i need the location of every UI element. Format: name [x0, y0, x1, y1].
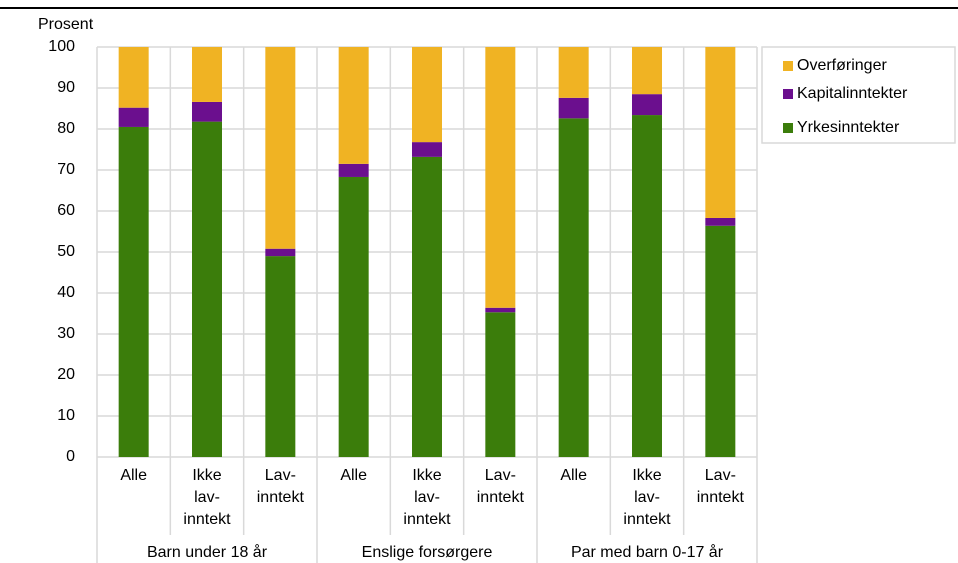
group-label: Barn under 18 år	[147, 543, 268, 561]
bar-segment	[558, 118, 589, 457]
y-tick-label: 60	[57, 202, 75, 219]
y-tick-label: 80	[57, 120, 75, 137]
x-tick-label: Ikke	[412, 467, 441, 484]
bar-segment	[632, 47, 662, 95]
bar-segment	[705, 47, 736, 218]
x-tick-label: inntekt	[257, 489, 305, 506]
bar-segment	[705, 225, 736, 457]
bar-segment	[485, 47, 516, 308]
x-tick-label: inntekt	[697, 489, 745, 506]
x-tick-label: inntekt	[623, 511, 671, 528]
bar-segment	[485, 312, 516, 457]
y-tick-label: 90	[57, 79, 75, 96]
x-tick-label: inntekt	[477, 489, 525, 506]
bar-segment	[485, 307, 516, 313]
bar-segment	[118, 126, 149, 457]
bar-segment	[412, 156, 442, 457]
legend-swatch	[783, 89, 793, 99]
x-tick-label: inntekt	[403, 511, 451, 528]
bar-segment	[632, 115, 662, 457]
bar-segment	[265, 248, 296, 257]
y-tick-label: 40	[57, 284, 75, 301]
legend-box	[761, 46, 956, 144]
group-label: Enslige forsørgere	[362, 544, 493, 561]
bar-segment	[118, 47, 149, 108]
legend-label: Kapitalinntekter	[797, 85, 908, 102]
x-tick-label: lav-	[194, 489, 220, 506]
bar-segment	[412, 142, 442, 157]
x-tick-label: lav-	[634, 489, 660, 506]
x-tick-label: Ikke	[632, 467, 661, 484]
x-tick-label: Alle	[560, 467, 587, 484]
y-tick-label: 10	[57, 407, 75, 424]
x-tick-label: inntekt	[183, 511, 231, 528]
y-tick-label: 50	[57, 243, 75, 260]
legend-swatch	[783, 61, 793, 71]
bar-segment	[558, 47, 589, 98]
legend-label: Yrkesinntekter	[797, 119, 900, 136]
y-tick-label: 70	[57, 161, 75, 178]
y-tick-label: 0	[66, 448, 75, 465]
bar-segment	[558, 97, 589, 119]
bar-segment	[338, 163, 369, 177]
y-tick-label: 20	[57, 366, 75, 383]
bar-segment	[632, 94, 662, 116]
bar-segment	[338, 176, 369, 457]
bar-segment	[192, 121, 222, 458]
bar-segment	[192, 101, 222, 122]
y-tick-label: 30	[57, 325, 75, 342]
y-tick-label: 100	[48, 38, 75, 55]
x-tick-label: Lav-	[485, 467, 516, 484]
x-tick-label: Ikke	[192, 467, 221, 484]
bar-segment	[192, 47, 222, 102]
bar-segment	[412, 47, 442, 143]
x-tick-label: Lav-	[265, 467, 296, 484]
bar-segment	[265, 256, 296, 457]
legend-swatch	[783, 123, 793, 133]
bar-segment	[118, 107, 149, 127]
bar-segment	[705, 217, 736, 226]
x-tick-label: Alle	[340, 467, 367, 484]
x-tick-label: Alle	[120, 467, 147, 484]
y-axis-label: Prosent	[38, 16, 94, 33]
x-tick-label: Lav-	[705, 467, 736, 484]
group-label: Par med barn 0-17 år	[571, 543, 724, 561]
bar-segment	[338, 47, 369, 164]
x-tick-label: lav-	[414, 489, 440, 506]
bar-segment	[265, 47, 296, 249]
legend-label: Overføringer	[797, 57, 887, 74]
